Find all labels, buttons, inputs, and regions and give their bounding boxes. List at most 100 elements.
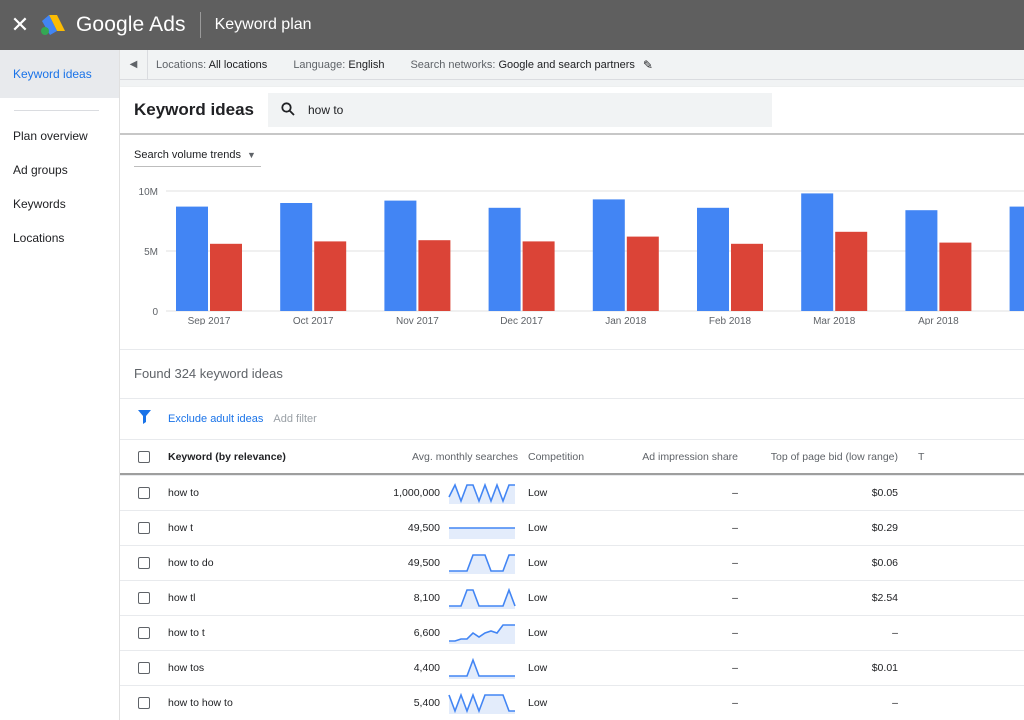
sidebar-item-keyword-ideas[interactable]: Keyword ideas bbox=[0, 50, 119, 98]
bid-low-cell: $0.29 bbox=[871, 522, 898, 534]
exclude-adult-ideas-chip[interactable]: Exclude adult ideas bbox=[168, 412, 264, 425]
col-competition[interactable]: Competition bbox=[528, 450, 585, 463]
language-label: Language: bbox=[293, 58, 346, 71]
bar-series-1[interactable] bbox=[697, 207, 729, 311]
bar-series-2[interactable] bbox=[939, 242, 972, 311]
bar-series-1[interactable] bbox=[1009, 206, 1024, 311]
search-volume-chart: 10M 5M 0 Sep 2017 Oct 2017 Nov 2017 Dec 2017 Ja… bbox=[139, 187, 1024, 325]
language-filter[interactable]: Language: English bbox=[293, 59, 384, 71]
competition-cell: Low bbox=[528, 487, 548, 499]
locations-filter[interactable]: Locations: All locations bbox=[156, 59, 267, 71]
sidebar-item-keywords[interactable]: Keywords bbox=[13, 197, 66, 211]
keyword-cell: how tl bbox=[168, 592, 196, 604]
bar-series-2[interactable] bbox=[522, 241, 555, 311]
table-row[interactable]: how to do 49,500 Low – $0.06 bbox=[120, 545, 1024, 580]
row-checkbox-cell bbox=[120, 627, 168, 639]
search-input[interactable] bbox=[308, 103, 708, 117]
bar-series-2[interactable] bbox=[314, 241, 347, 311]
bar-series-1[interactable] bbox=[488, 207, 521, 311]
bar-series-1[interactable] bbox=[280, 203, 313, 311]
bar-series-2[interactable] bbox=[731, 243, 763, 311]
trend-sparkline bbox=[449, 587, 516, 609]
bar-series-2[interactable] bbox=[835, 231, 868, 311]
locations-label: Locations: bbox=[156, 58, 207, 71]
y-tick-label: 10M bbox=[139, 187, 158, 198]
bid-low-cell: $0.06 bbox=[871, 557, 898, 569]
keyword-cell: how tos bbox=[168, 662, 205, 674]
section-title: Keyword ideas bbox=[134, 100, 254, 119]
row-checkbox[interactable] bbox=[138, 487, 150, 499]
bid-low-cell: $0.01 bbox=[871, 662, 898, 674]
bar-series-2[interactable] bbox=[210, 243, 242, 311]
avg-searches-cell: 5,400 bbox=[413, 697, 440, 709]
col-keyword[interactable]: Keyword (by relevance) bbox=[168, 450, 286, 463]
bar-series-1[interactable] bbox=[905, 210, 938, 311]
trend-sparkline bbox=[449, 657, 515, 679]
edit-pencil-icon[interactable]: ✎ bbox=[642, 57, 653, 72]
col-truncated[interactable]: T bbox=[918, 450, 925, 463]
sidebar-item-plan-overview[interactable]: Plan overview bbox=[13, 129, 88, 143]
page-title: Keyword plan bbox=[214, 16, 312, 33]
locations-value: All locations bbox=[208, 58, 268, 71]
filter-bar: Exclude adult ideas Add filter bbox=[120, 398, 1024, 438]
bar-series-2[interactable] bbox=[626, 236, 659, 311]
sidebar-item-locations[interactable]: Locations bbox=[13, 231, 65, 245]
bid-low-cell: – bbox=[892, 627, 898, 639]
table-header: Keyword (by relevance) Avg. monthly sear… bbox=[120, 439, 1024, 475]
keyword-cell: how t bbox=[168, 522, 194, 534]
trend-sparkline bbox=[449, 527, 515, 539]
impression-share-cell: – bbox=[732, 592, 738, 604]
competition-cell: Low bbox=[528, 697, 548, 709]
filter-funnel-icon[interactable] bbox=[120, 410, 168, 427]
avg-searches-cell: 49,500 bbox=[407, 557, 440, 569]
row-checkbox-cell bbox=[120, 487, 168, 499]
table-row[interactable]: how to how to 5,400 Low – – bbox=[120, 685, 1024, 720]
networks-filter[interactable]: Search networks: Google and search partn… bbox=[410, 59, 634, 71]
impression-share-cell: – bbox=[732, 697, 738, 709]
table-row[interactable]: how tl 8,100 Low – $2.54 bbox=[120, 580, 1024, 615]
select-all-checkbox[interactable] bbox=[138, 450, 150, 463]
bar-series-1[interactable] bbox=[176, 206, 208, 311]
trend-dropdown[interactable]: Search volume trends ▼ bbox=[134, 149, 261, 167]
table-row[interactable]: how tos 4,400 Low – $0.01 bbox=[120, 650, 1024, 685]
x-tick-label: Sep 2017 bbox=[188, 316, 231, 325]
bar-series-1[interactable] bbox=[592, 199, 625, 311]
x-tick-label: Apr 2018 bbox=[918, 316, 959, 325]
row-checkbox[interactable] bbox=[138, 627, 150, 639]
sidebar-item-ad-groups[interactable]: Ad groups bbox=[13, 163, 68, 177]
col-bid-low[interactable]: Top of page bid (low range) bbox=[770, 450, 898, 463]
trend-sparkline bbox=[448, 692, 515, 714]
add-filter-button[interactable]: Add filter bbox=[273, 412, 317, 425]
search-icon bbox=[268, 101, 308, 119]
y-tick-label: 5M bbox=[144, 247, 158, 258]
col-impression-share[interactable]: Ad impression share bbox=[642, 450, 738, 463]
row-checkbox[interactable] bbox=[138, 557, 150, 569]
row-checkbox-cell bbox=[120, 557, 168, 569]
col-avg-searches[interactable]: Avg. monthly searches bbox=[411, 450, 518, 463]
trend-sparkline bbox=[449, 554, 515, 574]
close-icon[interactable]: ✕ bbox=[10, 12, 30, 37]
bar-series-2[interactable] bbox=[418, 240, 451, 311]
bid-low-cell: – bbox=[892, 697, 898, 709]
bar-series-1[interactable] bbox=[384, 200, 417, 311]
row-checkbox[interactable] bbox=[138, 662, 150, 674]
trend-sparkline bbox=[448, 482, 515, 504]
table-row[interactable]: how to t 6,600 Low – – bbox=[120, 615, 1024, 650]
competition-cell: Low bbox=[528, 522, 548, 534]
table-row[interactable]: how to 1,000,000 Low – $0.05 bbox=[120, 475, 1024, 510]
bid-low-cell: $0.05 bbox=[871, 487, 898, 499]
select-all-checkbox-cell bbox=[120, 450, 168, 463]
bar-series-1[interactable] bbox=[801, 193, 834, 311]
collapse-sidebar-icon[interactable]: ◀ bbox=[120, 50, 148, 80]
table-row[interactable]: how t 49,500 Low – $0.29 bbox=[120, 510, 1024, 545]
brand-name: Google Ads bbox=[76, 13, 186, 36]
row-checkbox[interactable] bbox=[138, 522, 150, 534]
competition-cell: Low bbox=[528, 662, 548, 674]
avg-searches-cell: 6,600 bbox=[413, 627, 440, 639]
row-checkbox[interactable] bbox=[138, 697, 150, 709]
y-tick-label: 0 bbox=[152, 307, 158, 318]
keyword-search-box[interactable] bbox=[268, 93, 772, 127]
row-checkbox[interactable] bbox=[138, 592, 150, 604]
plan-filter-bar: ◀ Locations: All locations Language: Eng… bbox=[120, 50, 1024, 80]
competition-cell: Low bbox=[528, 557, 548, 569]
